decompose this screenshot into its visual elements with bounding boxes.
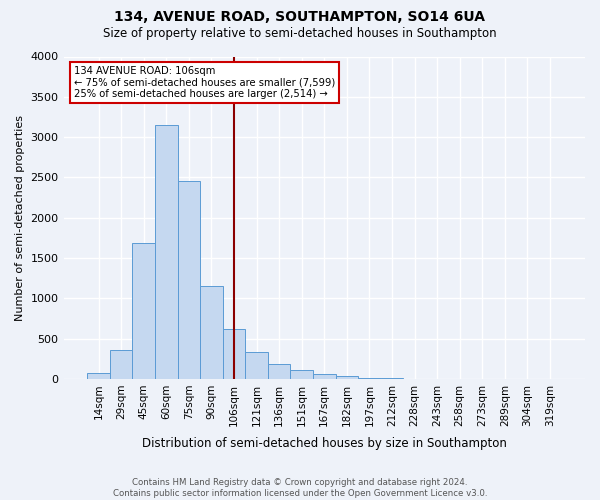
Bar [110, 350, 133, 379]
Bar [155, 125, 178, 379]
Bar [223, 328, 245, 379]
Bar [87, 373, 110, 379]
Bar [178, 182, 200, 379]
Bar [268, 364, 290, 379]
Bar [335, 376, 358, 379]
Bar [133, 244, 155, 379]
Bar [313, 374, 335, 379]
Bar [358, 378, 381, 379]
X-axis label: Distribution of semi-detached houses by size in Southampton: Distribution of semi-detached houses by … [142, 437, 507, 450]
Bar [200, 286, 223, 379]
Bar [245, 352, 268, 379]
Text: Contains HM Land Registry data © Crown copyright and database right 2024.
Contai: Contains HM Land Registry data © Crown c… [113, 478, 487, 498]
Text: 134 AVENUE ROAD: 106sqm
← 75% of semi-detached houses are smaller (7,599)
25% of: 134 AVENUE ROAD: 106sqm ← 75% of semi-de… [74, 66, 335, 100]
Bar [290, 370, 313, 379]
Text: Size of property relative to semi-detached houses in Southampton: Size of property relative to semi-detach… [103, 28, 497, 40]
Text: 134, AVENUE ROAD, SOUTHAMPTON, SO14 6UA: 134, AVENUE ROAD, SOUTHAMPTON, SO14 6UA [115, 10, 485, 24]
Y-axis label: Number of semi-detached properties: Number of semi-detached properties [15, 114, 25, 320]
